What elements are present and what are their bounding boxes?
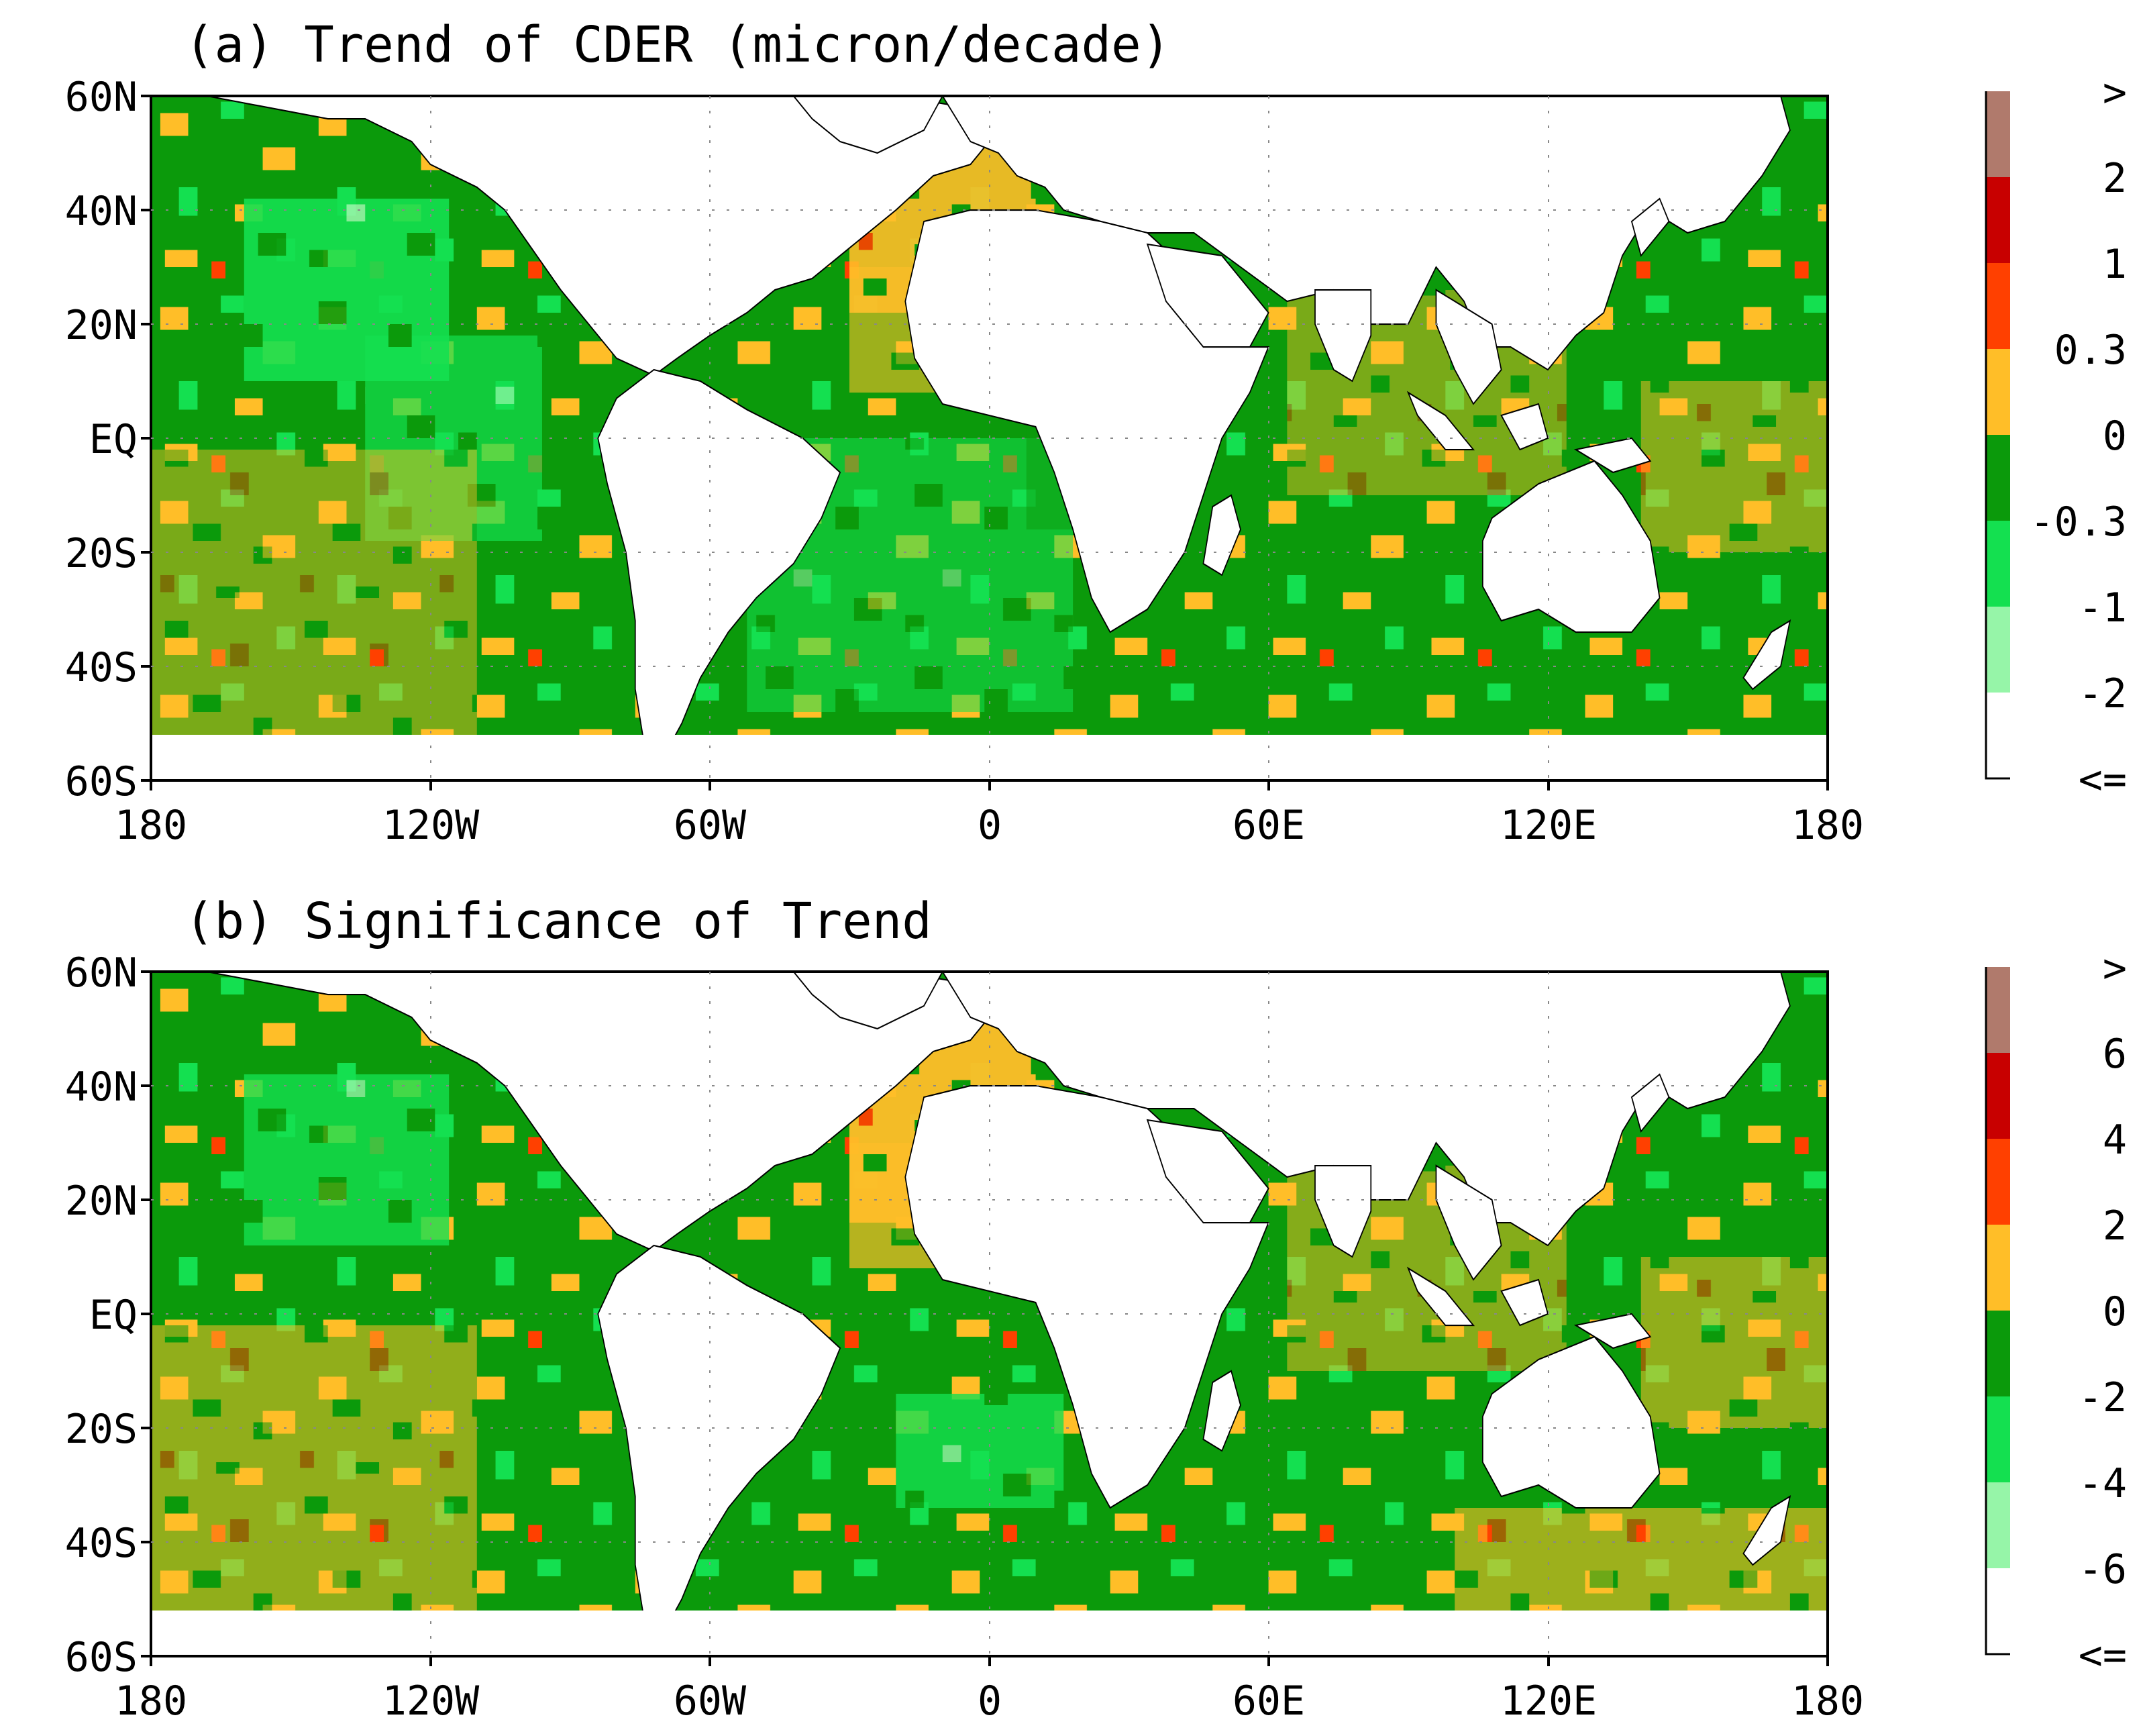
lat-label: 60N	[65, 950, 138, 997]
panel-a-lon-labels: 180 120W 60W 0 60E 120E 180	[115, 802, 1864, 849]
panel-b-lat-labels: 60N 40N 20N EQ 20S 40S 60S	[65, 950, 138, 1681]
lon-label: 180	[115, 802, 187, 849]
lat-label: 60N	[65, 74, 138, 121]
colorbar-swatch	[1986, 1568, 2010, 1654]
panel-b-title: (b) Significance of Trend	[185, 892, 932, 950]
colorbar-swatch	[1986, 1482, 2010, 1568]
colorbar-label: 4	[2103, 1117, 2127, 1164]
lat-label: EQ	[89, 1292, 138, 1339]
colorbar-label: 2	[2103, 1203, 2127, 1249]
lon-label: 180	[1791, 802, 1864, 849]
colorbar-label: -4	[2079, 1460, 2127, 1507]
lat-label: 40N	[65, 1064, 138, 1111]
lon-label: 60E	[1233, 802, 1305, 849]
panel-a-title: (a) Trend of CDER (micron/decade)	[185, 16, 1171, 74]
colorbar-label: <=	[2079, 1632, 2127, 1679]
panel-b-lon-labels: 180 120W 60W 0 60E 120E 180	[115, 1678, 1864, 1725]
lat-label: EQ	[89, 416, 138, 463]
colorbar-label: 0	[2103, 413, 2127, 460]
colorbar-label: -1	[2079, 584, 2127, 631]
colorbar-swatch	[1986, 1396, 2010, 1482]
lat-label: 40S	[65, 644, 138, 691]
colorbar-label: <=	[2079, 756, 2127, 803]
lon-label: 60E	[1233, 1678, 1305, 1725]
lon-label: 60W	[674, 1678, 747, 1725]
colorbar-swatch	[1986, 607, 2010, 693]
lon-label: 0	[978, 802, 1002, 849]
colorbar-swatch	[1986, 967, 2010, 1053]
panel-a-colorbar: >2 1 0.3 0 -0.3 -1 -2 <=	[1985, 69, 2128, 803]
colorbar-label: -2	[2079, 1374, 2127, 1421]
lon-label: 60W	[674, 802, 747, 849]
lat-label: 60S	[65, 1634, 138, 1681]
colorbar-label: -6	[2079, 1546, 2127, 1593]
lon-label: 120E	[1500, 802, 1598, 849]
lat-label: 20S	[65, 1406, 138, 1453]
colorbar-label: 1	[2103, 241, 2127, 288]
colorbar-swatch	[1986, 349, 2010, 435]
colorbar-label: -2	[2079, 670, 2127, 717]
lat-label: 60S	[65, 758, 138, 805]
panel-a-grid	[151, 96, 1828, 780]
colorbar-label: >	[2103, 69, 2127, 116]
lat-label: 20N	[65, 302, 138, 349]
lat-label: 20S	[65, 530, 138, 577]
colorbar-label: 0	[2103, 1288, 2127, 1335]
panel-b-grid	[151, 972, 1828, 1656]
panel-a: (a) Trend of CDER (micron/decade)	[65, 16, 2127, 849]
lon-label: 120W	[382, 802, 480, 849]
colorbar-swatch	[1986, 1225, 2010, 1311]
colorbar-swatch	[1986, 263, 2010, 349]
colorbar-label: >	[2103, 945, 2127, 992]
colorbar-swatch	[1986, 1139, 2010, 1225]
colorbar-label: -0.3	[2030, 499, 2128, 546]
colorbar-swatch	[1986, 177, 2010, 263]
colorbar-swatch	[1986, 435, 2010, 521]
lon-label: 0	[978, 1678, 1002, 1725]
lat-label: 40S	[65, 1520, 138, 1567]
colorbar-swatch	[1986, 1311, 2010, 1396]
panel-b: (b) Significance of Trend	[65, 892, 2127, 1725]
colorbar-swatch	[1986, 1053, 2010, 1139]
lon-label: 180	[115, 1678, 187, 1725]
colorbar-swatch	[1986, 91, 2010, 177]
colorbar-label: 0.3	[2054, 327, 2127, 374]
panel-a-lat-labels: 60N 40N 20N EQ 20S 40S 60S	[65, 74, 138, 805]
colorbar-swatch	[1986, 693, 2010, 778]
lat-label: 40N	[65, 188, 138, 235]
lat-label: 20N	[65, 1178, 138, 1225]
colorbar-swatch	[1986, 521, 2010, 607]
lon-label: 120E	[1500, 1678, 1598, 1725]
colorbar-label: 2	[2103, 155, 2127, 202]
colorbar-label: 6	[2103, 1031, 2127, 1078]
lon-label: 180	[1791, 1678, 1864, 1725]
lon-label: 120W	[382, 1678, 480, 1725]
panel-b-colorbar: >6 4 2 0 -2 -4 -6 <=	[1985, 945, 2127, 1679]
